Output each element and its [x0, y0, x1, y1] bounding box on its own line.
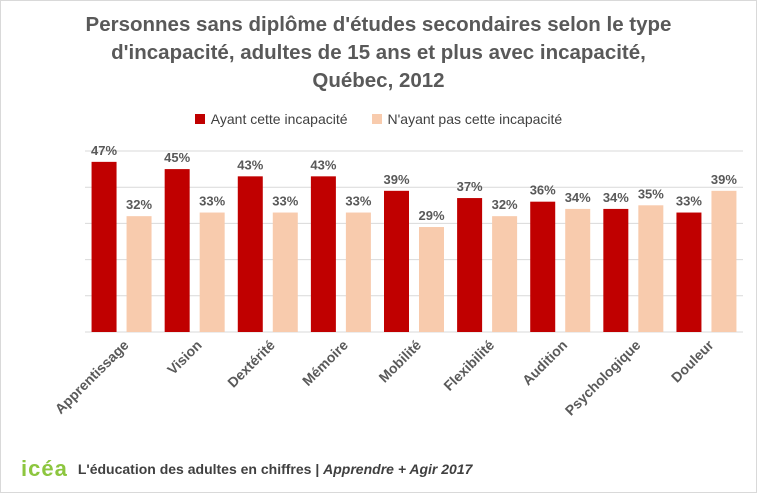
data-label: 45%	[164, 150, 190, 165]
gridlines	[85, 150, 743, 297]
bar-chart-plot: 47% 32% Apprentissage 45% 33% Vision 43% 33% Dex…	[52, 143, 743, 419]
bar-series-1-audition	[530, 201, 556, 332]
bar-series-1-mobilité	[384, 190, 409, 332]
footer-caption: L'éducation des adultes en chiffres | Ap…	[78, 461, 473, 477]
data-label: 29%	[418, 208, 444, 223]
bar-series-1-apprentissage	[91, 161, 117, 332]
data-label: 33%	[199, 194, 225, 209]
x-tick-label: Audition	[519, 337, 570, 388]
x-tick-label: Mémoire	[299, 337, 351, 389]
data-label: 32%	[126, 197, 152, 212]
legend-label-series-1: Ayant cette incapacité	[210, 111, 348, 127]
x-tick-label: Flexibilité	[440, 337, 497, 394]
footer-main-text: L'éducation des adultes en chiffres |	[77, 461, 324, 477]
title-line-2: d'incapacité, adultes de 15 ans et plus …	[111, 41, 646, 64]
data-label: 34%	[565, 190, 591, 205]
data-label: 34%	[603, 190, 629, 205]
bar-series-2-psychologique	[638, 205, 664, 332]
legend-item-series-1: Ayant cette incapacité	[194, 111, 348, 127]
title-line-3: Québec, 2012	[312, 69, 445, 92]
bar-series-2-mémoire	[345, 212, 371, 332]
x-tick-label: Douleur	[668, 336, 717, 385]
bar-series-1-psychologique	[603, 208, 629, 332]
bar-series-1-flexibilité	[457, 198, 483, 332]
data-label: 33%	[272, 194, 298, 209]
bar-series-2-mobilité	[419, 227, 444, 332]
x-tick-label: Apprentissage	[52, 337, 132, 417]
logo-text: icéa	[21, 456, 68, 481]
data-label: 37%	[457, 179, 483, 194]
bar-series-2-flexibilité	[492, 216, 518, 332]
icea-logo: icéa	[21, 458, 68, 480]
data-label: 32%	[492, 197, 518, 212]
bar-series-2-vision	[199, 212, 225, 332]
footer: icéa L'éducation des adultes en chiffres…	[21, 458, 472, 480]
x-tick-label: Mobilité	[375, 337, 424, 386]
legend-swatch-series-2	[371, 114, 382, 124]
data-label: 39%	[383, 172, 409, 187]
x-tick-label: Vision	[164, 337, 205, 378]
legend-label-series-2: N'ayant pas cette incapacité	[387, 111, 563, 127]
legend-swatch-series-1	[194, 114, 205, 124]
data-label: 47%	[91, 143, 117, 158]
bar-series-2-dextérité	[272, 212, 298, 332]
bar-series-2-apprentissage	[126, 216, 152, 332]
footer-italic-text: Apprendre + Agir 2017	[323, 461, 473, 477]
data-label: 43%	[237, 157, 263, 172]
bar-series-1-vision	[164, 169, 190, 332]
x-tick-label: Dextérité	[224, 337, 278, 391]
data-label: 39%	[711, 172, 737, 187]
bar-series-1-dextérité	[237, 176, 263, 332]
bar-series-1-douleur	[676, 212, 702, 332]
data-label: 35%	[638, 186, 664, 201]
x-tick-label: Psychologique	[562, 337, 644, 419]
data-label: 33%	[676, 194, 702, 209]
bar-series-1-mémoire	[310, 176, 336, 332]
title-line-1: Personnes sans diplôme d'études secondai…	[85, 13, 672, 36]
bar-series-2-audition	[565, 208, 591, 332]
legend-item-series-2: N'ayant pas cette incapacité	[371, 111, 563, 127]
chart-title: Personnes sans diplôme d'études secondai…	[1, 11, 756, 95]
bar-series-2-douleur	[711, 190, 737, 332]
data-label: 36%	[530, 183, 556, 198]
legend: Ayant cette incapacité N'ayant pas cette…	[1, 111, 756, 127]
data-label: 43%	[310, 157, 336, 172]
data-label: 33%	[345, 194, 371, 209]
